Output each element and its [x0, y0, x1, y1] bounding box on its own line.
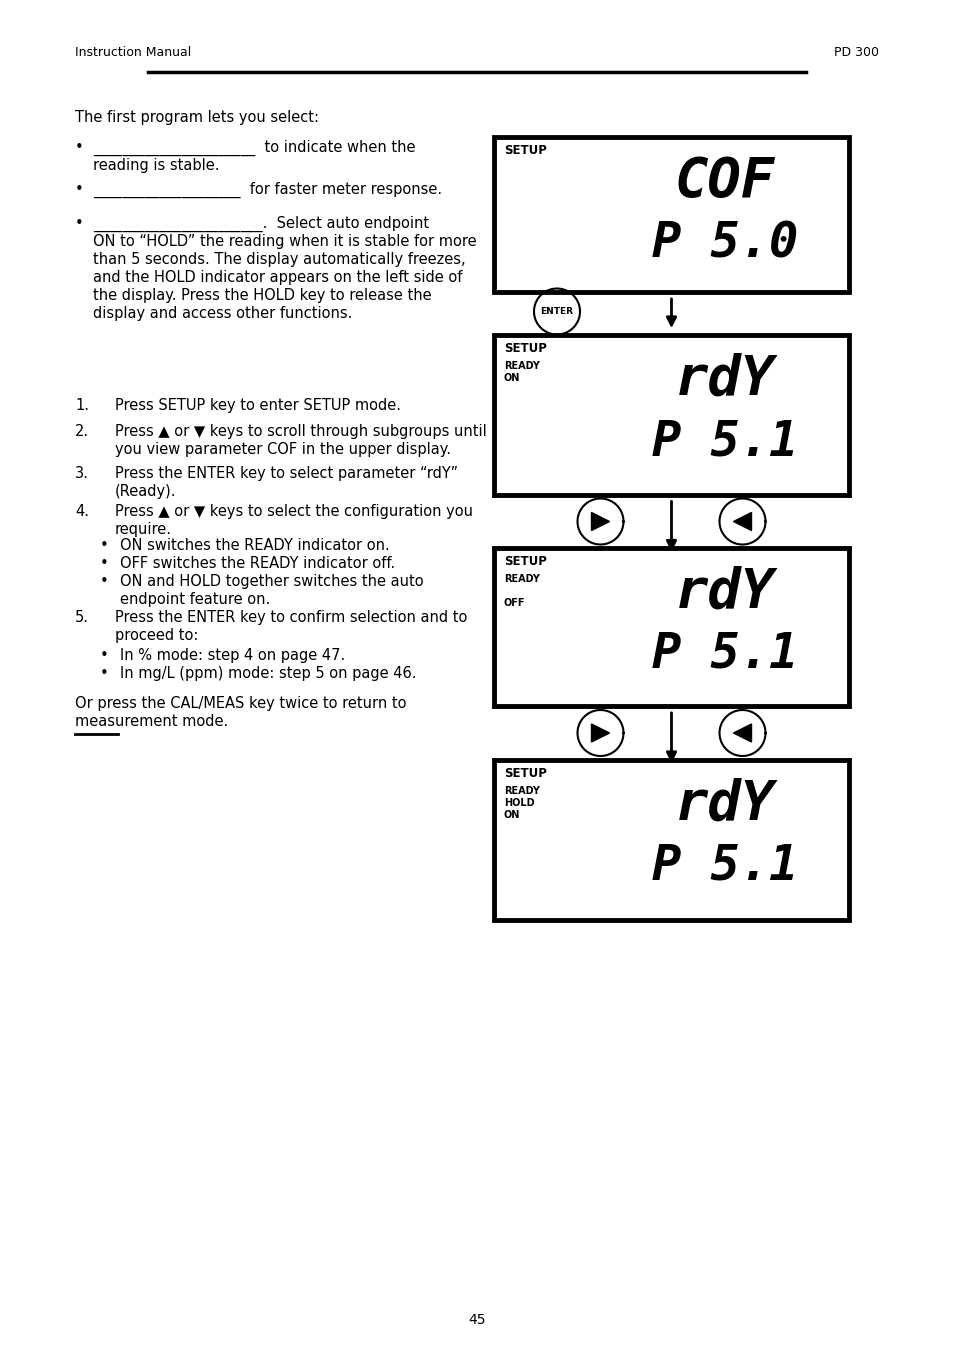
Text: •: • — [75, 216, 84, 231]
Text: require.: require. — [115, 522, 172, 537]
Text: READY: READY — [503, 786, 539, 796]
Polygon shape — [591, 725, 609, 742]
Text: Press the ENTER key to select parameter “rdY”: Press the ENTER key to select parameter … — [115, 466, 457, 481]
Text: •: • — [100, 667, 109, 681]
Text: READY: READY — [503, 575, 539, 584]
Text: COF: COF — [674, 155, 774, 208]
Text: P 5.1: P 5.1 — [651, 842, 797, 890]
Text: •: • — [100, 538, 109, 553]
Text: ON switches the READY indicator on.: ON switches the READY indicator on. — [120, 538, 390, 553]
Bar — [494, 760, 848, 919]
Text: display and access other functions.: display and access other functions. — [92, 306, 352, 320]
Text: Instruction Manual: Instruction Manual — [75, 46, 191, 58]
Text: (Ready).: (Ready). — [115, 484, 176, 499]
Text: proceed to:: proceed to: — [115, 627, 198, 644]
Text: Press the ENTER key to confirm selection and to: Press the ENTER key to confirm selection… — [115, 610, 467, 625]
Text: SETUP: SETUP — [503, 145, 546, 157]
Polygon shape — [591, 512, 609, 530]
Text: In % mode: step 4 on page 47.: In % mode: step 4 on page 47. — [120, 648, 345, 662]
Text: reading is stable.: reading is stable. — [92, 158, 219, 173]
Text: rdY: rdY — [674, 353, 774, 406]
Text: endpoint feature on.: endpoint feature on. — [120, 592, 270, 607]
Polygon shape — [733, 725, 751, 742]
Text: 45: 45 — [468, 1313, 485, 1328]
Text: In mg/L (ppm) mode: step 5 on page 46.: In mg/L (ppm) mode: step 5 on page 46. — [120, 667, 416, 681]
Text: measurement mode.: measurement mode. — [75, 714, 228, 729]
Text: •: • — [100, 575, 109, 589]
Text: •: • — [75, 183, 84, 197]
Text: 3.: 3. — [75, 466, 89, 481]
Text: HOLD: HOLD — [503, 798, 534, 808]
Text: than 5 seconds. The display automatically freezes,: than 5 seconds. The display automaticall… — [92, 251, 465, 266]
Text: Press ▲ or ▼ keys to scroll through subgroups until: Press ▲ or ▼ keys to scroll through subg… — [115, 425, 486, 439]
Text: The first program lets you select:: The first program lets you select: — [75, 110, 318, 124]
Polygon shape — [733, 512, 751, 530]
Text: OFF switches the READY indicator off.: OFF switches the READY indicator off. — [120, 556, 395, 571]
Text: Press ▲ or ▼ keys to select the configuration you: Press ▲ or ▼ keys to select the configur… — [115, 504, 473, 519]
Text: ____________________  for faster meter response.: ____________________ for faster meter re… — [92, 183, 441, 199]
Text: ON and HOLD together switches the auto: ON and HOLD together switches the auto — [120, 575, 423, 589]
Text: ON: ON — [503, 810, 519, 821]
Bar — [494, 548, 848, 706]
Text: 2.: 2. — [75, 425, 89, 439]
Text: SETUP: SETUP — [503, 342, 546, 356]
Bar — [494, 137, 848, 292]
Text: ENTER: ENTER — [540, 307, 573, 316]
Text: P 5.0: P 5.0 — [651, 219, 797, 266]
Bar — [494, 335, 848, 495]
Text: READY: READY — [503, 361, 539, 370]
Text: and the HOLD indicator appears on the left side of: and the HOLD indicator appears on the le… — [92, 270, 462, 285]
Text: Press SETUP key to enter SETUP mode.: Press SETUP key to enter SETUP mode. — [115, 397, 400, 412]
Text: ON to “HOLD” the reading when it is stable for more: ON to “HOLD” the reading when it is stab… — [92, 234, 476, 249]
Text: rdY: rdY — [674, 566, 774, 619]
Text: _______________________.  Select auto endpoint: _______________________. Select auto end… — [92, 216, 429, 233]
Text: •: • — [75, 141, 84, 155]
Text: 5.: 5. — [75, 610, 89, 625]
Text: PD 300: PD 300 — [833, 46, 878, 58]
Text: OFF: OFF — [503, 598, 525, 608]
Text: Or press the CAL/MEAS key twice to return to: Or press the CAL/MEAS key twice to retur… — [75, 696, 406, 711]
Text: you view parameter COF in the upper display.: you view parameter COF in the upper disp… — [115, 442, 451, 457]
Text: rdY: rdY — [674, 777, 774, 831]
Text: SETUP: SETUP — [503, 556, 546, 568]
Text: ______________________  to indicate when the: ______________________ to indicate when … — [92, 141, 416, 157]
Text: •: • — [100, 556, 109, 571]
Text: the display. Press the HOLD key to release the: the display. Press the HOLD key to relea… — [92, 288, 431, 303]
Text: 4.: 4. — [75, 504, 89, 519]
Text: •: • — [100, 648, 109, 662]
Text: ON: ON — [503, 373, 519, 383]
Text: P 5.1: P 5.1 — [651, 416, 797, 465]
Text: 1.: 1. — [75, 397, 89, 412]
Text: SETUP: SETUP — [503, 767, 546, 780]
Text: P 5.1: P 5.1 — [651, 630, 797, 677]
